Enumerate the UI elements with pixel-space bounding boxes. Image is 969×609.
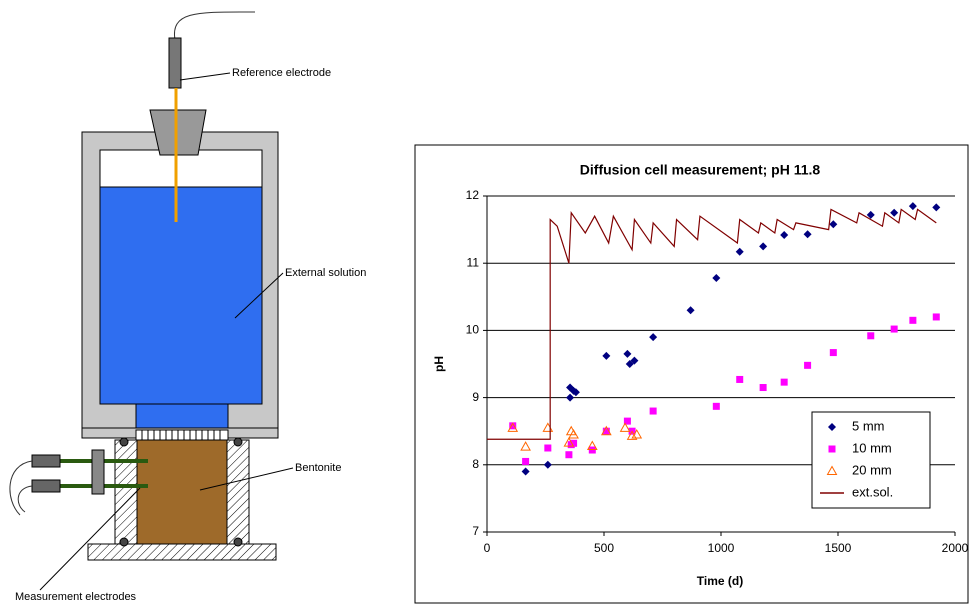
y-tick-label: 7 bbox=[472, 524, 479, 538]
legend-marker bbox=[829, 446, 836, 453]
point bbox=[781, 379, 788, 386]
label: Measurement electrodes bbox=[15, 591, 137, 603]
y-tick-label: 9 bbox=[472, 390, 479, 404]
stopper bbox=[150, 110, 206, 155]
base bbox=[88, 544, 276, 560]
y-tick-label: 12 bbox=[466, 188, 480, 202]
legend-label: 10 mm bbox=[852, 440, 892, 455]
point bbox=[522, 458, 529, 465]
x-axis-title: Time (d) bbox=[697, 574, 743, 588]
point bbox=[867, 332, 874, 339]
page: Reference electrode External solution Be… bbox=[0, 0, 969, 604]
reference-electrode bbox=[169, 38, 181, 88]
label: Reference electrode bbox=[232, 67, 331, 79]
point bbox=[650, 408, 657, 415]
label: Bentonite bbox=[295, 462, 341, 474]
point bbox=[736, 376, 743, 383]
chart-title: Diffusion cell measurement; pH 11.8 bbox=[580, 162, 821, 178]
leader bbox=[180, 73, 230, 80]
legend-label: 5 mm bbox=[852, 418, 885, 433]
point bbox=[804, 362, 811, 369]
bentonite bbox=[137, 440, 227, 544]
point bbox=[891, 326, 898, 333]
label: External solution bbox=[285, 267, 366, 279]
legend-label: ext.sol. bbox=[852, 484, 893, 499]
headspace bbox=[100, 150, 262, 187]
point bbox=[713, 403, 720, 410]
x-tick-label: 1000 bbox=[708, 541, 735, 555]
y-tick-label: 8 bbox=[472, 457, 479, 471]
point bbox=[589, 447, 596, 454]
diagram: Reference electrode External solution Be… bbox=[10, 12, 366, 603]
wall bbox=[115, 440, 137, 544]
y-tick-label: 11 bbox=[467, 255, 480, 269]
cable bbox=[174, 12, 255, 40]
y-tick-label: 10 bbox=[466, 323, 480, 337]
legend-label: 20 mm bbox=[852, 462, 892, 477]
point bbox=[544, 445, 551, 452]
point bbox=[760, 384, 767, 391]
external-solution bbox=[100, 187, 262, 404]
point bbox=[565, 451, 572, 458]
x-tick-label: 500 bbox=[594, 541, 614, 555]
point bbox=[933, 313, 940, 320]
x-tick-label: 2000 bbox=[942, 541, 969, 555]
x-tick-label: 1500 bbox=[825, 541, 852, 555]
point bbox=[830, 349, 837, 356]
wall bbox=[227, 440, 249, 544]
point bbox=[909, 317, 916, 324]
y-axis-title: pH bbox=[432, 356, 446, 372]
x-tick-label: 0 bbox=[484, 541, 491, 555]
